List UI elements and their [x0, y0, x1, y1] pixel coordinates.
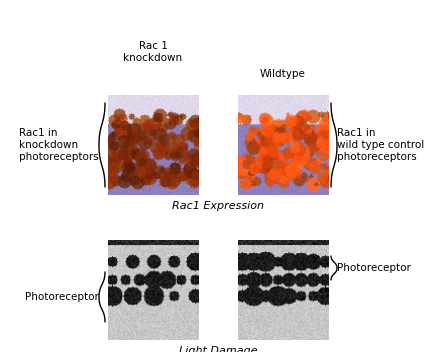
Text: Photoreceptor: Photoreceptor — [337, 263, 411, 273]
Text: Rac1 in
knockdown
photoreceptors: Rac1 in knockdown photoreceptors — [19, 128, 99, 162]
Text: Light Damage: Light Damage — [179, 346, 257, 352]
Text: Rac1 in
wild type control
photoreceptors: Rac1 in wild type control photoreceptors — [337, 128, 424, 162]
Text: Rac1 Expression: Rac1 Expression — [172, 201, 264, 211]
Text: Photoreceptor: Photoreceptor — [25, 292, 99, 302]
Text: Rac 1
knockdown: Rac 1 knockdown — [124, 42, 183, 63]
Text: Wildtype: Wildtype — [260, 69, 306, 79]
